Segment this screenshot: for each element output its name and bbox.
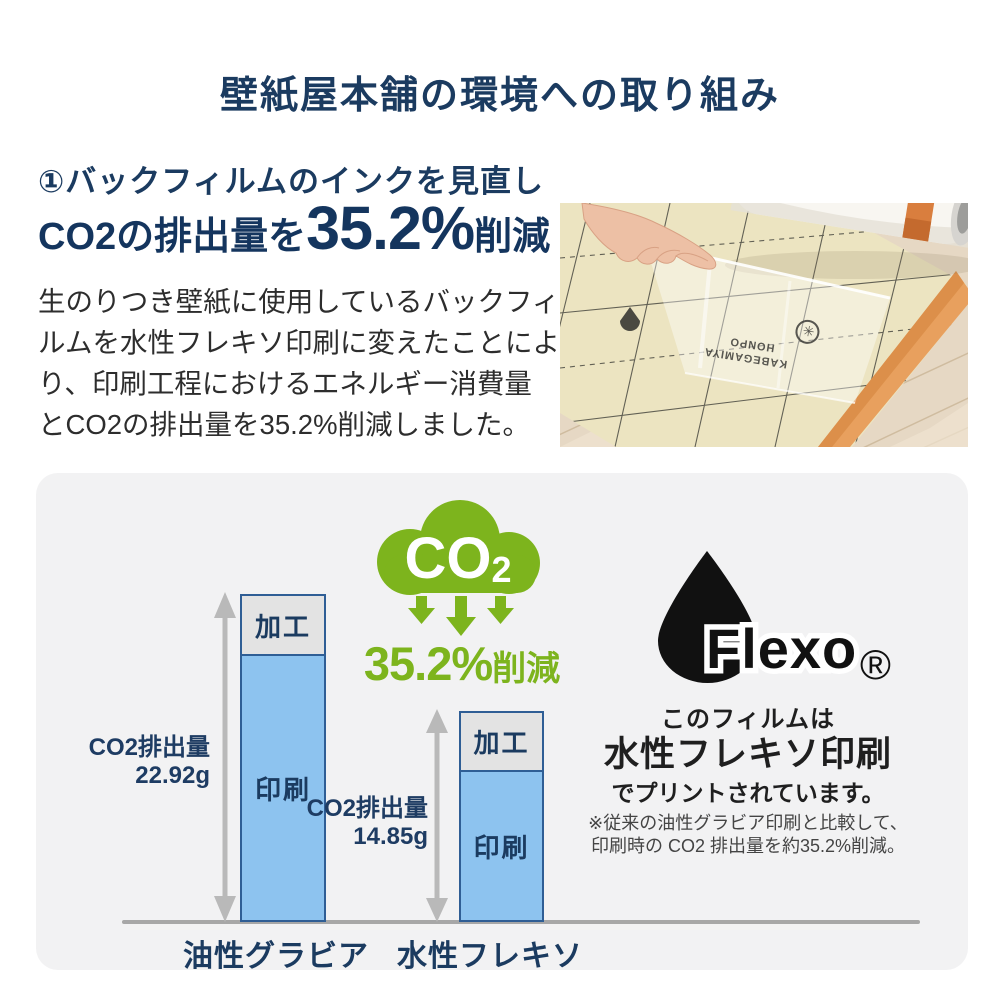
co2-total-label: CO2排出量 [88,734,210,761]
bar-oil-gravure: 加工 印刷 [240,594,326,922]
headline-value: 35.2% [306,194,475,262]
measure-arrow-icon [426,709,448,922]
co2-total-value: 22.92g [135,762,210,789]
reduction-caption: 35.2% 削減 [332,636,592,691]
headline-suffix: 削減 [474,216,551,258]
body-line: 生のりつき壁紙に使用しているバックフィ [38,286,560,317]
film-droplet-mark [620,307,640,331]
registered-trademark-icon: ® [860,641,891,688]
flexo-caption-line3: でプリントされています。 [611,780,885,806]
reduction-value: 35.2% [363,637,493,690]
body-line: ルムを水性フレキソ印刷に変えたことによ [38,327,560,358]
flexo-logo: Flexo ® [658,551,891,688]
co2-total-flexo: CO2排出量 14.85g [276,795,428,851]
body-line: り、印刷工程におけるエネルギー消費量 [38,368,532,399]
category-label-oil-gravure: 油性グラビア [183,940,369,973]
measure-arrow-icon [214,592,236,922]
flexo-wordmark: Flexo [706,617,857,680]
footnote-line: ※従来の油性グラビア印刷と比較して、 [588,813,908,833]
headline-prefix: CO2の排出量を [38,216,307,258]
co2-total-value: 14.85g [353,823,428,850]
flexo-caption-line1: このフィルムは [660,706,836,733]
photo-roll [730,203,968,249]
category-label-water-flexo: 水性フレキソ [397,940,583,973]
co2-cloud-text: CO2 [404,526,511,591]
flexo-caption-line2: 水性フレキソ印刷 [603,735,892,774]
product-photo: KABEGAMIYA HONPO ✳ [560,203,968,447]
intro-heading: ①バックフィルムのインクを見直し [38,164,545,199]
svg-text:✳: ✳ [802,322,816,340]
co2-reduction-headline: CO2の排出量を 35.2% 削減 [38,198,568,260]
photo-hand [581,203,717,270]
page-title: 壁紙屋本舗の環境への取り組み [219,75,780,117]
co2-total-label: CO2排出量 [306,795,428,822]
co2-cloud-icon: CO2 [377,500,540,636]
intro-body: 生のりつき壁紙に使用しているバックフィ ルムを水性フレキソ印刷に変えたことによ … [38,281,573,445]
bar-segment-printing: 印刷 [254,774,311,805]
body-line: とCO2の排出量を35.2%削減しました。 [38,409,531,440]
bar-segment-printing: 印刷 [473,832,530,863]
bar-water-flexo: 加工 印刷 [459,711,544,922]
reduction-suffix: 削減 [492,650,561,688]
flexo-footnote: ※従来の油性グラビア印刷と比較して、 印刷時の CO2 排出量を約35.2%削減… [548,812,948,858]
comparison-panel: 加工 印刷 CO2排出量 22.92g 油性グラビア 加工 印刷 CO2排出量 … [36,473,968,973]
bar-segment-processing: 加工 [461,713,542,772]
footnote-line: 印刷時の CO2 排出量を約35.2%削減。 [590,836,906,856]
flexo-droplet-icon [658,551,757,683]
co2-total-oil: CO2排出量 22.92g [56,734,210,790]
chart-baseline [122,920,920,924]
bar-segment-processing: 加工 [242,596,324,656]
